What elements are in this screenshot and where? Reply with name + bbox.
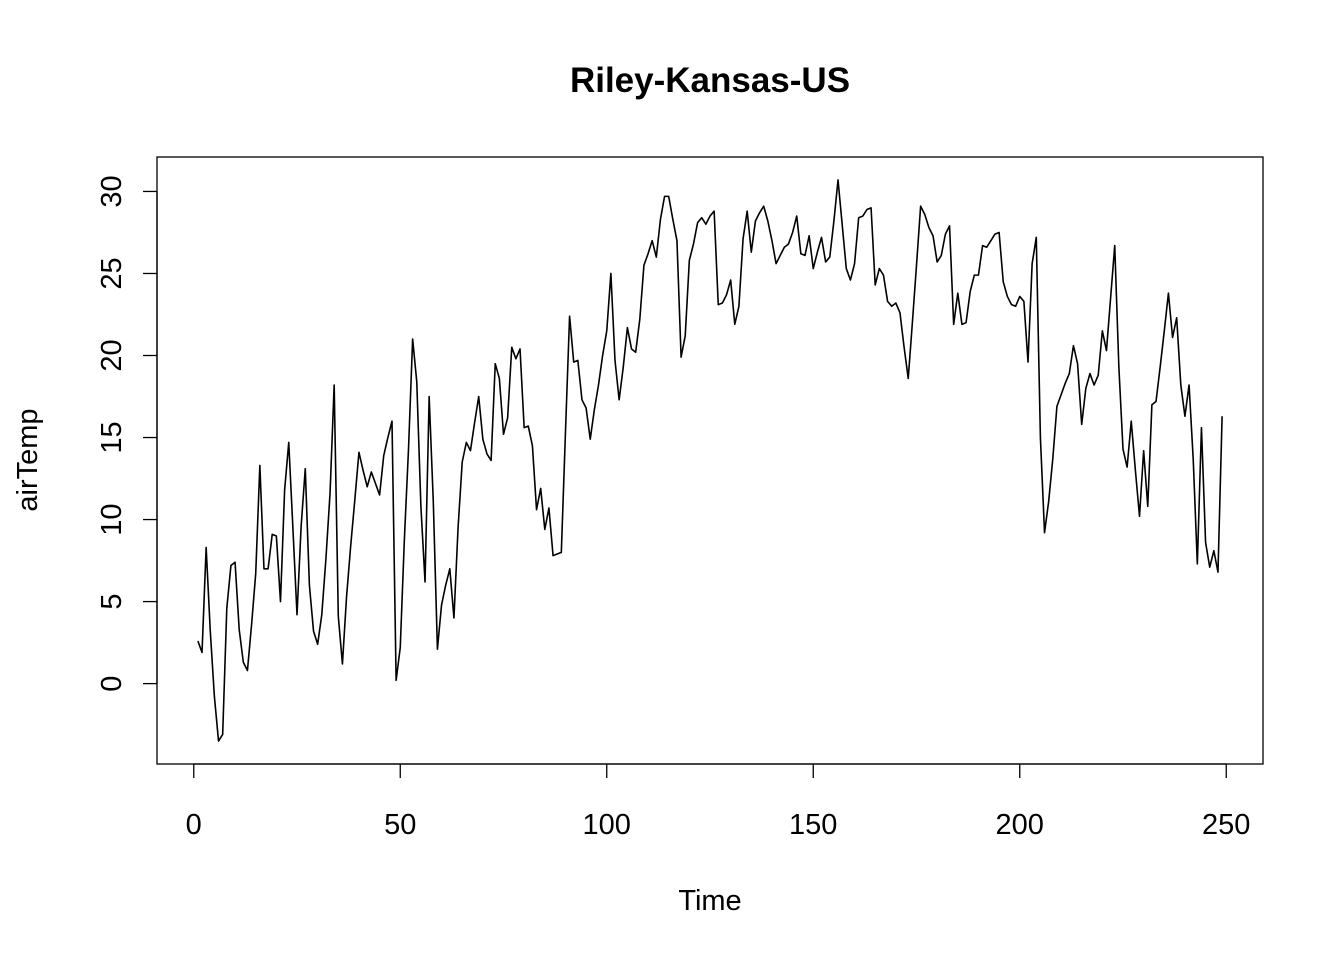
y-axis: 0 5 10 15 20 25 30 <box>96 175 158 692</box>
series-line-airTemp <box>197 179 1223 742</box>
y-tick-label: 30 <box>96 175 128 207</box>
x-axis: 0 50 100 150 200 250 <box>186 763 1250 841</box>
y-tick-label: 5 <box>96 594 128 610</box>
y-axis-label: airTemp <box>12 408 44 511</box>
chart-title: Riley-Kansas-US <box>570 61 850 100</box>
y-tick-label: 20 <box>96 339 128 371</box>
y-tick-label: 10 <box>96 503 128 535</box>
x-tick-label: 250 <box>1202 809 1250 841</box>
x-axis-label: Time <box>678 885 741 917</box>
y-tick-label: 25 <box>96 257 128 289</box>
y-tick-label: 0 <box>96 676 128 692</box>
plot-area-frame <box>156 156 1264 765</box>
x-tick-label: 100 <box>583 809 631 841</box>
x-tick-label: 200 <box>996 809 1044 841</box>
y-tick-label: 15 <box>96 421 128 453</box>
x-tick-label: 150 <box>789 809 837 841</box>
x-tick-label: 0 <box>186 809 202 841</box>
x-tick-label: 50 <box>384 809 416 841</box>
